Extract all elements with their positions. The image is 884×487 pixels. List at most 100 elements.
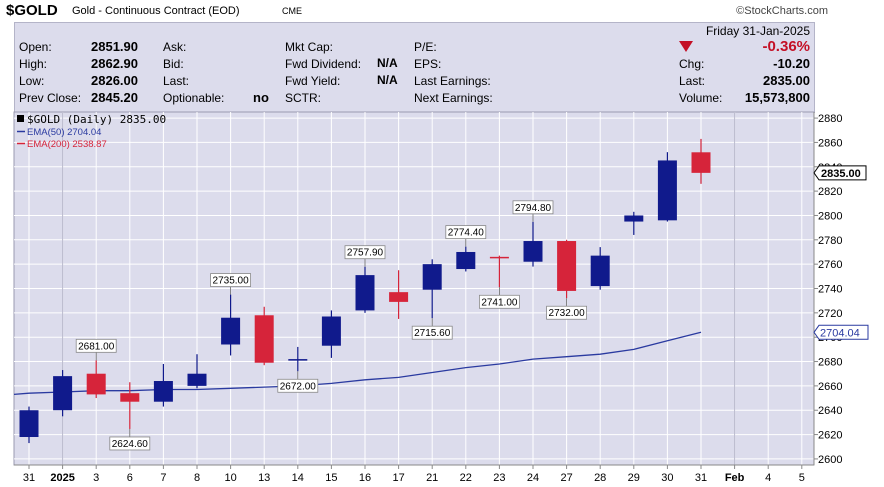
x-tick-label: 27 (560, 472, 572, 484)
x-tick-label: 10 (224, 472, 236, 484)
annotation-label: 2624.60 (112, 439, 149, 450)
annotation-label: 2681.00 (78, 341, 115, 352)
chart-symbol: $GOLD (6, 2, 58, 19)
annotation-box (546, 305, 587, 320)
annotation-label: 2774.40 (448, 228, 485, 239)
prev-close-label: Prev Close: (19, 91, 82, 105)
ema-price-tag (813, 324, 869, 340)
candle-body (321, 316, 341, 346)
chg-value: -10.20 (773, 56, 810, 71)
y-tick-label: 2680 (818, 357, 842, 369)
candle-body (19, 410, 39, 438)
legend-entry: EMA(50) 2704.04 (27, 127, 101, 138)
x-tick-label: 23 (493, 472, 505, 484)
x-tick-label: 4 (765, 472, 771, 484)
last-price-tag (813, 165, 867, 181)
x-axis: 31 2025 3 6 7 8 10 13 14 15 16 17 21 22 23 24 27 28 29 30 31… (14, 464, 814, 484)
y-tick-label: 2800 (818, 210, 842, 222)
candle-body (557, 241, 577, 291)
candle-body (489, 256, 509, 259)
annotation-box (512, 200, 554, 215)
low-label: Low: (19, 74, 45, 88)
fwd-yield-label: Fwd Yield: (285, 74, 341, 88)
annotation-label: 2715.60 (414, 328, 451, 339)
change-percent: -0.36% (762, 38, 810, 55)
x-tick-label: 21 (426, 472, 438, 484)
last-earnings-label: Last Earnings: (414, 74, 491, 88)
x-tick-label: 30 (661, 472, 673, 484)
sctr-label: SCTR: (285, 91, 321, 105)
open-value: 2851.90 (91, 39, 138, 54)
legend-entry: $GOLD (Daily) 2835.00 (27, 113, 166, 126)
x-tick-label: 22 (460, 472, 472, 484)
candle-body (624, 215, 644, 222)
x-tick-label: Feb (725, 472, 745, 484)
bid-label: Bid: (163, 57, 184, 71)
y-tick-label: 2820 (818, 186, 842, 198)
ema50-line (13, 331, 702, 396)
candle-body (221, 317, 241, 345)
x-tick-label: 31 (695, 472, 707, 484)
candle-body (254, 315, 274, 363)
candle-body (153, 381, 173, 402)
stockcharts-credit[interactable]: ©StockCharts.com (736, 5, 828, 17)
annotation-box (344, 245, 386, 260)
x-tick-label: 13 (258, 472, 270, 484)
y-tick-label: 2860 (818, 137, 842, 149)
candle-body (187, 373, 207, 386)
last-label: Last: (163, 74, 190, 88)
last-price-value: 2835.00 (763, 73, 810, 88)
x-tick-label: 15 (325, 472, 337, 484)
candle-body (288, 359, 308, 361)
annotation-box (75, 338, 117, 353)
y-tick-label: 2660 (818, 381, 842, 393)
high-value: 2862.90 (91, 56, 138, 71)
y-tick-label: 2620 (818, 430, 842, 442)
y-tick-label: 2740 (818, 284, 842, 296)
candle-body (422, 264, 442, 290)
candle-body (86, 373, 106, 395)
fwd-dividend-label: Fwd Dividend: (285, 57, 362, 71)
x-tick-label: 14 (292, 472, 304, 484)
candle-body (389, 292, 409, 302)
mkt-cap-label: Mkt Cap: (285, 40, 334, 54)
last-price-label: Last: (679, 74, 706, 88)
candle-body (53, 376, 73, 411)
annotation-box (478, 294, 520, 309)
annotation-box (445, 225, 487, 240)
annotation-label: 2794.80 (515, 203, 552, 214)
annotation-label: 2672.00 (280, 381, 317, 392)
last-price-tag-label: 2835.00 (821, 168, 861, 180)
fwd-dividend-value: N/A (377, 56, 398, 70)
down-arrow-icon (679, 41, 693, 52)
y-tick-label: 2880 (818, 113, 842, 125)
optionable-label: Optionable: (163, 91, 225, 105)
pe-label: P/E: (414, 40, 437, 54)
y-tick-label: 2780 (818, 235, 842, 247)
annotation-label: 2741.00 (481, 297, 518, 308)
candles-layer (19, 138, 711, 444)
legend-entry: EMA(200) 2538.87 (27, 139, 107, 150)
optionable-value: no (253, 90, 269, 105)
chg-label: Chg: (679, 57, 705, 71)
price-tags: 2835.00 2704.04 (813, 165, 869, 340)
candle-body (523, 241, 543, 262)
candle-body (657, 160, 677, 221)
open-label: Open: (19, 40, 52, 54)
annotation-box (277, 378, 319, 393)
candle-body (355, 275, 375, 311)
candle-body (590, 255, 610, 287)
high-label: High: (19, 57, 48, 71)
x-tick-label: 6 (127, 472, 133, 484)
y-axis: 2600262026402660268027002720274027602780… (813, 112, 842, 466)
y-tick-label: 2640 (818, 405, 842, 417)
candle-body (456, 251, 476, 270)
x-tick-label: 3 (93, 472, 99, 484)
chart-instrument-name: Gold - Continuous Contract (EOD) (72, 5, 240, 17)
annotation-label: 2757.90 (347, 248, 384, 259)
y-tick-label: 2600 (818, 454, 842, 466)
y-tick-label: 2720 (818, 308, 842, 320)
y-tick-label: 2760 (818, 259, 842, 271)
